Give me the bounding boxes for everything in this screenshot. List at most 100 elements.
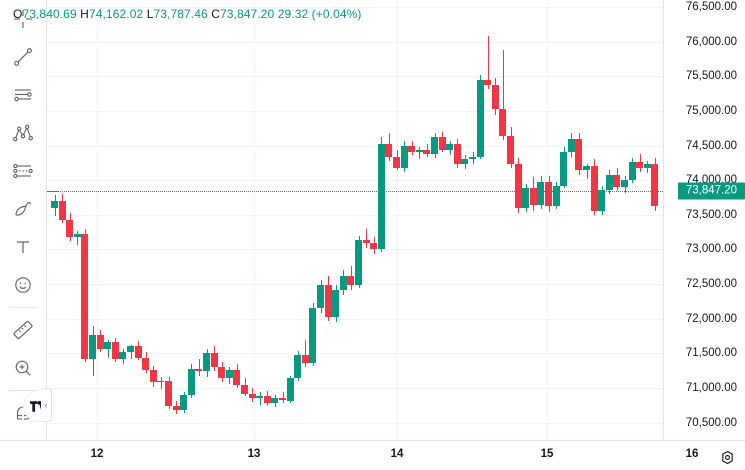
toolbar-collapse-handle[interactable]: ‹ (41, 388, 52, 422)
price-gridline (47, 76, 663, 78)
measure-tool-icon[interactable] (3, 311, 43, 349)
time-axis-label: 15 (540, 448, 554, 460)
price-gridline (47, 6, 663, 8)
toolbar-divider-1 (9, 307, 37, 308)
fib-tool-icon[interactable] (3, 152, 43, 190)
candle-wick (488, 36, 489, 89)
price-gridline (47, 180, 663, 182)
candle-body (203, 353, 210, 372)
candle-wick (260, 392, 261, 405)
current-price-line-marker (47, 190, 59, 192)
candle-body (317, 285, 324, 308)
candle-body (613, 174, 621, 188)
legend-low-key: L (146, 7, 154, 21)
candle-body (423, 149, 431, 154)
candle-wick (199, 358, 200, 376)
brush-tool-icon[interactable] (3, 190, 43, 228)
candle-body (408, 145, 416, 153)
candle-body (309, 307, 317, 364)
candle-body (385, 144, 393, 157)
toolbar-divider-2 (9, 390, 37, 391)
price-axis-label: 76,000.00 (685, 35, 737, 48)
candle-body (187, 368, 195, 395)
candle-body (355, 239, 362, 286)
candle-body (370, 242, 378, 250)
candle-wick (419, 146, 420, 160)
candle-body (469, 156, 476, 160)
candle-body (96, 335, 104, 350)
candle-body (89, 335, 96, 359)
price-gridline (47, 353, 663, 355)
candle-body (149, 370, 157, 383)
candle-body (431, 137, 438, 154)
candle-body (58, 200, 66, 220)
candle-body (332, 289, 340, 318)
clock-icon[interactable] (719, 449, 735, 465)
chart-canvas[interactable] (47, 0, 663, 440)
candle-body (461, 159, 469, 164)
candle-body (225, 370, 233, 379)
price-axis-label: 75,500.00 (685, 70, 737, 83)
candle-body (271, 397, 279, 404)
legend-open-key: O (13, 7, 23, 21)
time-axis[interactable]: 12 13 14 15 16 (0, 440, 745, 470)
candle-body (73, 233, 81, 237)
trend-line-tool-icon[interactable] (3, 38, 43, 76)
price-gridline (47, 318, 663, 320)
candle-body (453, 144, 461, 164)
candle-body (628, 162, 636, 181)
text-tool-icon[interactable] (3, 228, 43, 266)
price-gridline (47, 145, 663, 147)
ohlc-legend: O73,840.69 H74,162.02 L73,787.46 C73,847… (13, 7, 362, 21)
candle-body (499, 109, 507, 136)
candle-body (522, 188, 530, 208)
legend-close-key: C (211, 7, 220, 21)
candle-body (119, 352, 127, 359)
price-axis-label: 75,000.00 (685, 104, 737, 117)
candle-body (491, 84, 499, 110)
time-axis-label: 14 (390, 448, 404, 460)
price-gridline (47, 388, 663, 390)
current-price-badge[interactable]: 73,847.20 (677, 182, 745, 200)
candle-wick (131, 345, 132, 359)
candle-body (324, 285, 332, 318)
legend-high-key: H (80, 7, 89, 21)
price-axis-label: 71,000.00 (685, 382, 737, 395)
candle-body (605, 174, 613, 190)
candle-body (583, 166, 590, 171)
candle-wick (77, 231, 78, 246)
candle-body (339, 275, 347, 290)
horizontal-lines-tool-icon[interactable] (3, 76, 43, 114)
legend-change: 29.32 (+0.04%) (277, 7, 362, 21)
price-axis[interactable]: 76,500.00 76,000.00 75,500.00 75,000.00 74,5… (663, 0, 745, 440)
price-gridline (47, 41, 663, 43)
time-axis-label: 13 (247, 448, 261, 460)
candle-body (157, 381, 165, 383)
candle-body (180, 394, 188, 411)
price-axis-label: 72,500.00 (685, 278, 737, 291)
crosshair-tool-icon[interactable] (3, 0, 43, 38)
time-gridline (397, 0, 398, 440)
price-gridline (47, 110, 663, 112)
candle-body (279, 397, 286, 401)
candle-body (575, 138, 583, 171)
time-gridline (97, 0, 98, 440)
candle-body (476, 80, 484, 157)
price-axis-label: 71,500.00 (685, 347, 737, 360)
pattern-tool-icon[interactable] (3, 114, 43, 152)
candle-body (514, 163, 522, 208)
candle-body (529, 188, 537, 206)
candle-body (362, 239, 370, 243)
candle-body (104, 342, 112, 350)
candle-body (248, 393, 256, 398)
price-axis-label: 74,500.00 (685, 139, 737, 152)
candle-body (446, 144, 454, 150)
emoji-tool-icon[interactable] (3, 266, 43, 304)
time-gridline (254, 0, 255, 440)
candle-wick (366, 228, 367, 249)
legend-high-value: 74,162.02 (88, 7, 144, 21)
candle-body (241, 385, 248, 394)
current-price-line (47, 190, 663, 192)
candle-body (286, 378, 294, 401)
zoom-in-tool-icon[interactable] (3, 349, 43, 387)
